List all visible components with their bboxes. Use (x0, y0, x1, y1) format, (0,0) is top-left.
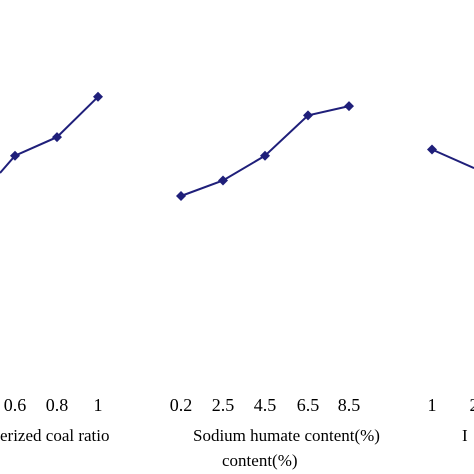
x-tick-label-0-0: 0.6 (4, 395, 27, 415)
chart-panel-sodium-humate: 0.2 2.5 4.5 6.5 8.5 Sodium humate content(%)… (170, 101, 380, 470)
x-axis-label-third-fragment: I (462, 426, 468, 445)
x-axis-label-sodium-humate: Sodium humate content(%) (193, 426, 380, 445)
data-point-1-4 (344, 101, 354, 112)
x-axis-label-continuation: content(%) (222, 451, 298, 470)
x-tick-label-2-1: 2 (470, 395, 474, 415)
data-point-0-0 (10, 150, 20, 161)
x-tick-label-1-4: 8.5 (338, 395, 361, 415)
chart-panel-ratio: 0.6 0.8 1 erized coal ratio (0, 91, 110, 445)
x-tick-label-0-2: 1 (94, 395, 103, 415)
series-line-ratio (0, 96, 99, 174)
x-tick-label-1-3: 6.5 (297, 395, 320, 415)
data-point-1-1 (218, 175, 228, 186)
data-point-0-1 (52, 132, 62, 143)
data-point-1-0 (176, 191, 186, 201)
x-axis-label-ratio: erized coal ratio (0, 426, 110, 445)
series-line-third (431, 148, 474, 170)
x-tick-label-1-2: 4.5 (254, 395, 277, 415)
data-point-0-2 (93, 91, 103, 102)
x-tick-label-2-0: 1 (428, 395, 437, 415)
x-tick-label-1-0: 0.2 (170, 395, 193, 415)
data-point-2-0 (427, 144, 437, 155)
x-tick-label-0-1: 0.8 (46, 395, 69, 415)
data-point-1-2 (260, 150, 270, 161)
x-tick-label-1-1: 2.5 (212, 395, 235, 415)
data-point-1-3 (303, 110, 313, 121)
chart-panel-third: 1 2 I (427, 144, 474, 445)
